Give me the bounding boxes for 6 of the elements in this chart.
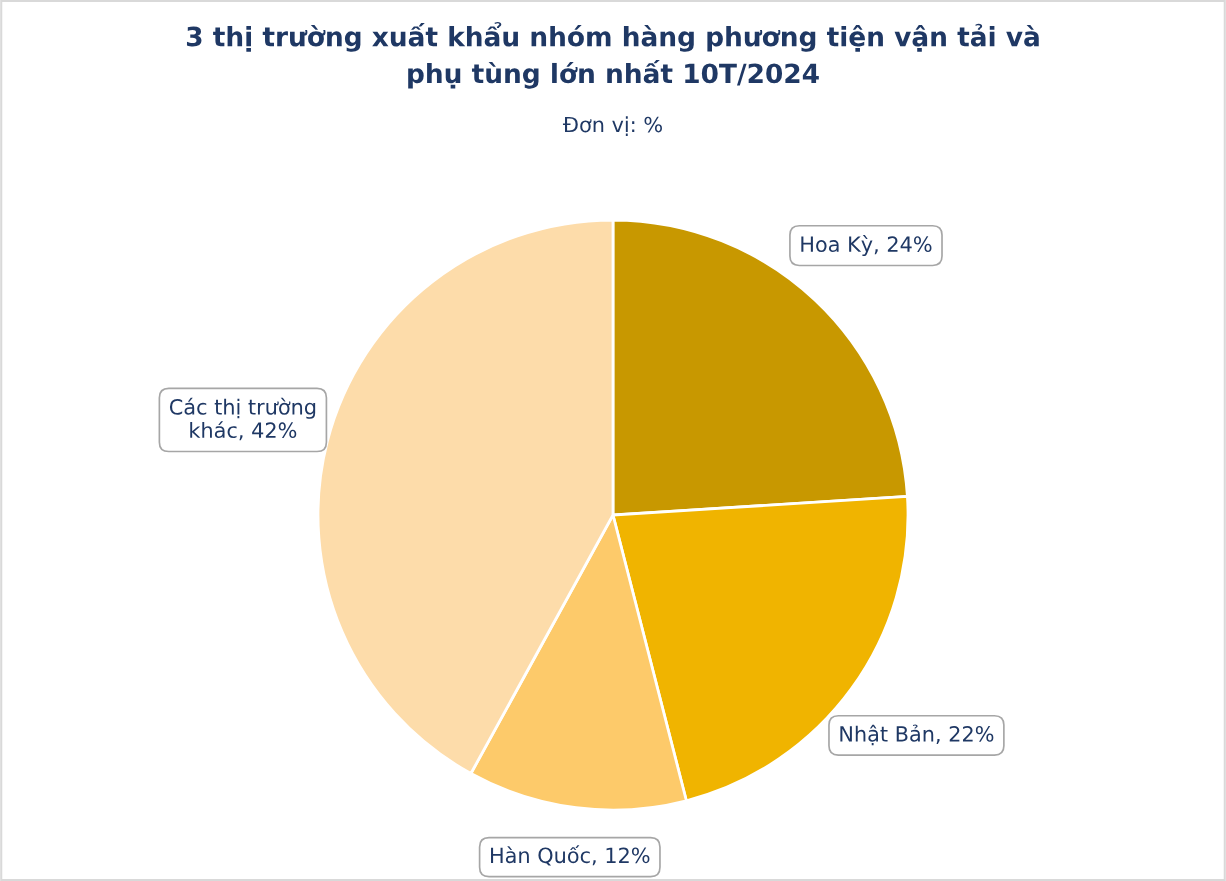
chart-title: 3 thị trường xuất khẩu nhóm hàng phương tiện vận tải và phụ tùng lớn nhất 10T/2024 [186,22,1039,89]
chart-subtitle: Đơn vị: % [562,116,662,136]
slice-label: Các thị trường khác, 42% [169,397,316,441]
slice-label: Hoa Kỳ, 24% [801,235,932,257]
slice-label: Nhật Bản, 22% [840,724,994,746]
slice-label: Hàn Quốc, 12% [491,845,650,866]
